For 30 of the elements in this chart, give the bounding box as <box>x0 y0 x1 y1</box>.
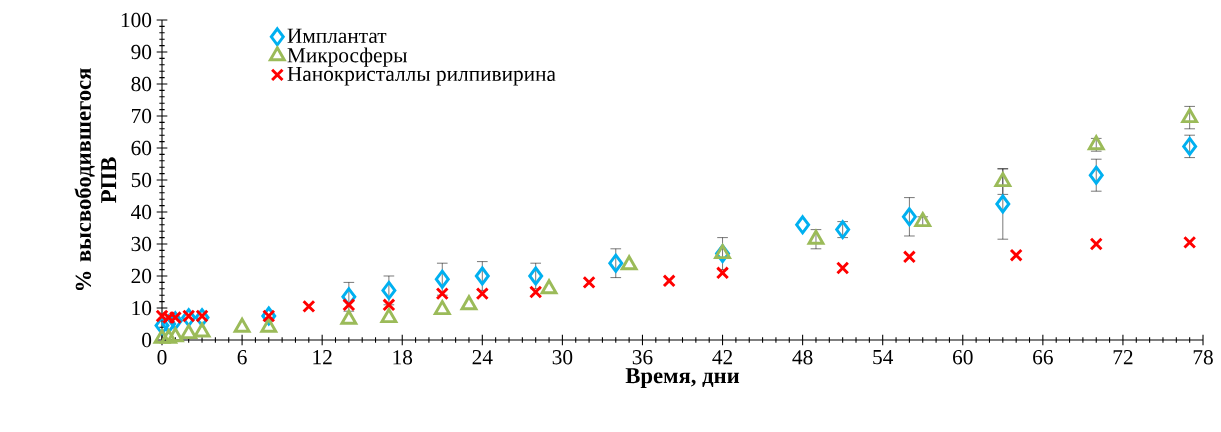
x-tick-label: 24 <box>472 350 493 365</box>
x-tick-label: 18 <box>393 350 413 365</box>
y-tick-label: 90 <box>131 44 152 60</box>
legend-label: Микросферы <box>287 47 408 67</box>
legend-label: Имплантат <box>287 28 387 43</box>
x-tick-label: 36 <box>632 350 653 365</box>
y-tick-label: 20 <box>131 268 152 284</box>
x-tick-label: 12 <box>313 350 332 365</box>
y-tick-label: 30 <box>131 236 152 252</box>
y-tick-label: 70 <box>132 108 152 124</box>
x-tick-label: 54 <box>873 350 894 365</box>
y-tick-label: 80 <box>131 76 152 92</box>
y-tick-label: 10 <box>132 300 152 316</box>
x-axis-title: Время, дни <box>625 368 740 388</box>
x-tick-label: 6 <box>237 350 247 365</box>
x-tick-label: 30 <box>552 350 573 365</box>
x-tick-label: 48 <box>792 350 813 365</box>
y-tick-label: 60 <box>131 140 152 156</box>
x-tick-label: 60 <box>953 350 973 365</box>
x-tick-label: 78 <box>1193 350 1213 365</box>
y-axis-title: % высвободившегося РПВ <box>74 68 117 291</box>
x-tick-label: 0 <box>157 350 167 365</box>
x-tick-label: 66 <box>1033 350 1053 365</box>
y-tick-label: 40 <box>131 204 152 220</box>
x-tick-label: 42 <box>712 350 733 365</box>
legend-label: Нанокристаллы рилпивирина <box>287 66 556 86</box>
y-tick-label: 100 <box>121 12 152 28</box>
x-tick-label: 72 <box>1113 350 1133 365</box>
y-tick-label: 0 <box>142 332 152 348</box>
y-tick-label: 50 <box>131 172 152 188</box>
